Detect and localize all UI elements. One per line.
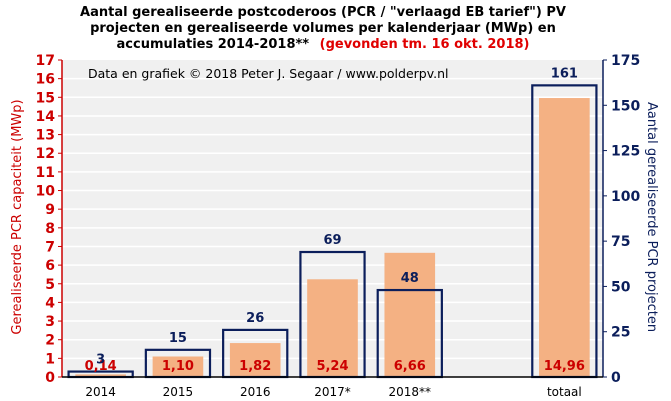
chart-title-line1: Aantal gerealiseerde postcoderoos (PCR /… bbox=[80, 5, 566, 20]
project-count-label: 26 bbox=[246, 311, 264, 326]
y-tick-left-label: 15 bbox=[36, 90, 55, 106]
capacity-value-label: 5,24 bbox=[316, 359, 348, 374]
x-tick-label: 2017* bbox=[314, 385, 351, 399]
capacity-bar bbox=[539, 98, 590, 377]
y-tick-left-label: 10 bbox=[36, 184, 56, 200]
capacity-value-label: 14,96 bbox=[544, 359, 585, 374]
y-tick-left-label: 17 bbox=[36, 53, 55, 69]
y-tick-right-label: 150 bbox=[611, 98, 640, 114]
project-count-label: 15 bbox=[169, 331, 187, 346]
project-count-label: 48 bbox=[401, 271, 419, 286]
x-tick-label: 2014 bbox=[85, 385, 116, 399]
project-count-label: 3 bbox=[96, 353, 105, 368]
y-axis-left-label: Gerealiseerde PCR capaciteit (MWp) bbox=[10, 99, 25, 334]
y-tick-left-label: 6 bbox=[45, 258, 55, 274]
x-tick-label: totaal bbox=[547, 385, 582, 399]
capacity-value-label: 0,14 bbox=[85, 359, 117, 374]
project-count-label: 161 bbox=[551, 66, 578, 81]
y-tick-left-label: 2 bbox=[45, 333, 55, 349]
y-tick-left-label: 12 bbox=[36, 146, 55, 162]
y-tick-left-label: 3 bbox=[45, 314, 55, 330]
y-tick-left-label: 11 bbox=[36, 165, 55, 181]
chart-title-line3-black: accumulaties 2014-2018** bbox=[117, 37, 310, 52]
y-tick-right-label: 0 bbox=[611, 370, 621, 386]
capacity-bar bbox=[384, 252, 436, 377]
y-tick-left-label: 4 bbox=[45, 295, 55, 311]
y-tick-left-label: 0 bbox=[45, 370, 55, 386]
y-tick-left-label: 13 bbox=[36, 128, 55, 144]
y-tick-left-label: 9 bbox=[45, 202, 55, 218]
grid-lines bbox=[62, 77, 603, 360]
axes: 0123456789101112131415161702550751001251… bbox=[36, 53, 641, 399]
x-tick-label: 2016 bbox=[240, 385, 271, 399]
y-tick-left-label: 5 bbox=[45, 277, 55, 293]
y-tick-right-label: 175 bbox=[611, 53, 640, 69]
y-tick-left-label: 7 bbox=[45, 239, 55, 255]
chart-title-line2: projecten en gerealiseerde volumes per k… bbox=[90, 21, 556, 36]
capacity-bar bbox=[152, 356, 204, 377]
capacity-bar bbox=[307, 279, 358, 377]
x-tick-label: 2018** bbox=[389, 385, 432, 399]
capacity-bar bbox=[229, 343, 281, 377]
y-tick-right-label: 75 bbox=[611, 234, 630, 250]
chart-title-line3-red: (gevonden tm. 16 okt. 2018) bbox=[320, 37, 530, 52]
chart-title-line3: accumulaties 2014-2018** (gevonden tm. 1… bbox=[117, 37, 530, 52]
capacity-value-label: 1,82 bbox=[239, 359, 271, 374]
y-tick-left-label: 8 bbox=[45, 221, 55, 237]
y-tick-right-label: 125 bbox=[611, 144, 640, 160]
y-tick-right-label: 25 bbox=[611, 325, 630, 341]
y-tick-right-label: 100 bbox=[611, 189, 640, 205]
y-axis-right-label: Aantal gerealiseerde PCR projecten bbox=[644, 102, 659, 332]
data-labels: 0,143 1,10 15 1,82 26 5,24 69 6,66 48 14,96 161 bbox=[85, 66, 585, 374]
capacity-value-label: 1,10 bbox=[162, 359, 194, 374]
credit-text: Data en grafiek © 2018 Peter J. Segaar /… bbox=[88, 66, 449, 81]
project-count-label: 69 bbox=[323, 233, 341, 248]
capacity-bars bbox=[75, 98, 590, 377]
y-tick-left-label: 16 bbox=[36, 72, 55, 88]
y-tick-left-label: 1 bbox=[45, 351, 55, 367]
y-tick-left-label: 14 bbox=[36, 109, 56, 125]
capacity-value-label: 6,66 bbox=[394, 359, 426, 374]
capacity-bar bbox=[75, 374, 126, 377]
x-tick-label: 2015 bbox=[163, 385, 194, 399]
y-tick-right-label: 50 bbox=[611, 279, 631, 295]
